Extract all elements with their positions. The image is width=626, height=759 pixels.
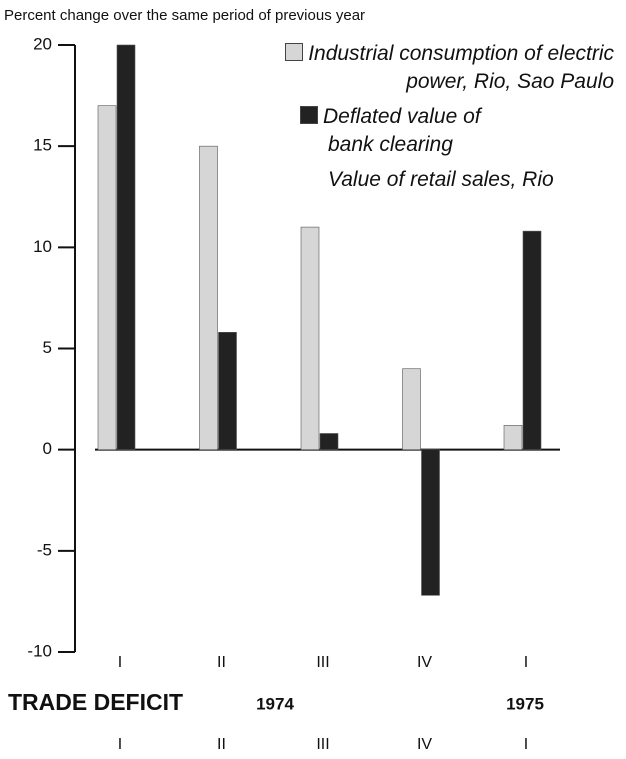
legend-label: Deflated value of bank clearing [323, 105, 481, 156]
legend-label: Value of retail sales, Rio [328, 168, 554, 191]
y-tick-label: 20 [33, 34, 52, 53]
x-tick-label: I [118, 654, 122, 671]
y-tick-label: 0 [43, 439, 52, 458]
bar [116, 44, 136, 450]
bar [199, 145, 218, 450]
legend-label: Industrial consumption of electric power… [308, 42, 614, 93]
bar [97, 105, 117, 450]
trade-deficit-tick-label: IV [417, 736, 432, 753]
bar [319, 433, 339, 450]
year-label: 1974 [256, 694, 294, 713]
legend-entry: Value of retail sales, Rio [328, 166, 618, 194]
legend-entry: Industrial consumption of electric power… [274, 40, 614, 96]
y-tick-label: 15 [33, 136, 52, 155]
bar [402, 368, 421, 450]
y-tick-label: 5 [43, 338, 52, 357]
legend-entry: Deflated value of bank clearing [300, 103, 522, 159]
y-tick-label: -5 [37, 540, 52, 559]
chart-title: Percent change over the same period of p… [4, 7, 365, 24]
legend-swatch [300, 106, 318, 124]
bar [300, 226, 320, 450]
legend-swatch [285, 43, 304, 61]
bar [503, 425, 523, 450]
trade-deficit-tick-label: I [524, 736, 528, 753]
bar [421, 449, 440, 596]
x-tick-label: I [524, 654, 528, 671]
trade-deficit-label: TRADE DEFICIT [8, 689, 183, 715]
x-tick-label: II [217, 654, 226, 671]
trade-deficit-tick-label: I [118, 736, 122, 753]
x-tick-label: III [316, 654, 329, 671]
y-tick-label: -10 [27, 641, 52, 660]
year-label: 1975 [506, 694, 544, 713]
trade-deficit-tick-label: II [217, 736, 226, 753]
bar [218, 332, 237, 450]
trade-deficit-tick-label: III [316, 736, 329, 753]
bar [522, 230, 542, 450]
y-tick-label: 10 [33, 237, 52, 256]
x-tick-label: IV [417, 654, 432, 671]
